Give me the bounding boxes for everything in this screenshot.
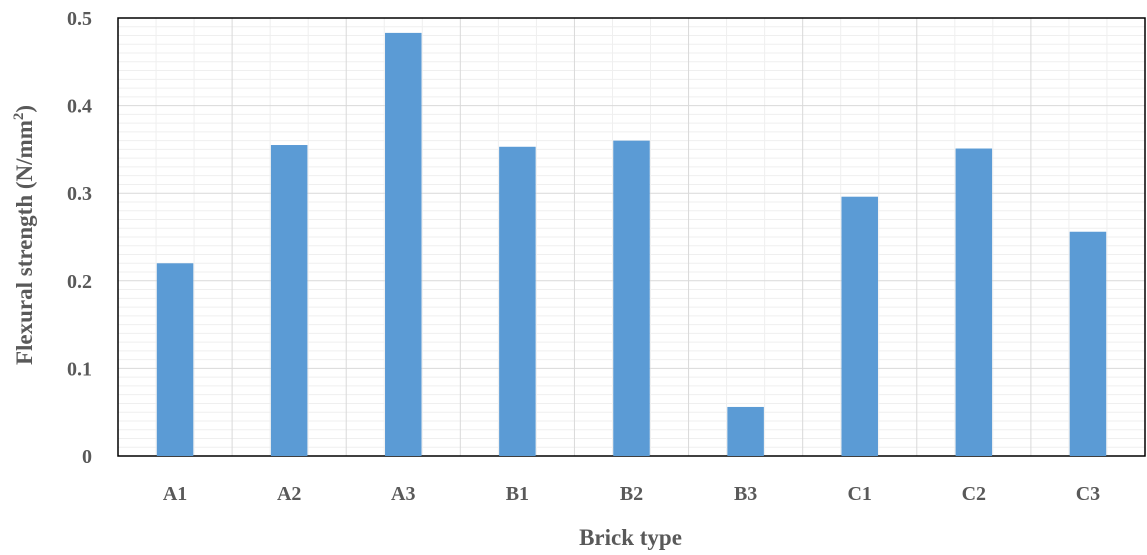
x-tick-label: A1 (163, 483, 187, 505)
bars (156, 32, 1107, 457)
bar-b3 (727, 406, 764, 456)
bar-a3 (385, 32, 422, 456)
bar-c3 (1069, 231, 1107, 456)
bar-b1 (499, 146, 536, 456)
y-tick-label: 0.5 (67, 8, 92, 30)
y-tick-label: 0 (82, 446, 92, 468)
y-axis-tick-labels: 0 0.1 0.2 0.3 0.4 0.5 (67, 8, 92, 468)
y-axis-title-main: Flexural strength (N/mm (12, 120, 37, 365)
x-tick-label: A2 (277, 483, 301, 505)
x-tick-label: A3 (391, 483, 415, 505)
x-axis-title: Brick type (579, 525, 682, 550)
y-tick-label: 0.1 (67, 358, 92, 380)
y-tick-label: 0.2 (67, 271, 92, 293)
bar-c1 (841, 196, 878, 457)
y-axis-title-close: ) (12, 105, 37, 113)
bar-b2 (613, 140, 650, 456)
x-tick-label: C2 (962, 483, 986, 505)
x-tick-label: B1 (506, 483, 529, 505)
y-axis-title-superscript: 2 (11, 113, 27, 121)
x-axis-tick-labels: A1 A2 A3 B1 B2 B3 C1 C2 C3 (163, 483, 1100, 505)
x-tick-label: B2 (620, 483, 643, 505)
bar-a1 (156, 263, 194, 456)
bar-c2 (955, 148, 993, 457)
x-tick-label: C1 (847, 483, 871, 505)
bar-a2 (270, 145, 308, 456)
y-tick-label: 0.4 (67, 96, 92, 118)
x-tick-label: B3 (734, 483, 757, 505)
y-axis-title: Flexural strength (N/mm2) (11, 105, 37, 365)
x-tick-label: C3 (1076, 483, 1100, 505)
y-tick-label: 0.3 (67, 183, 92, 205)
